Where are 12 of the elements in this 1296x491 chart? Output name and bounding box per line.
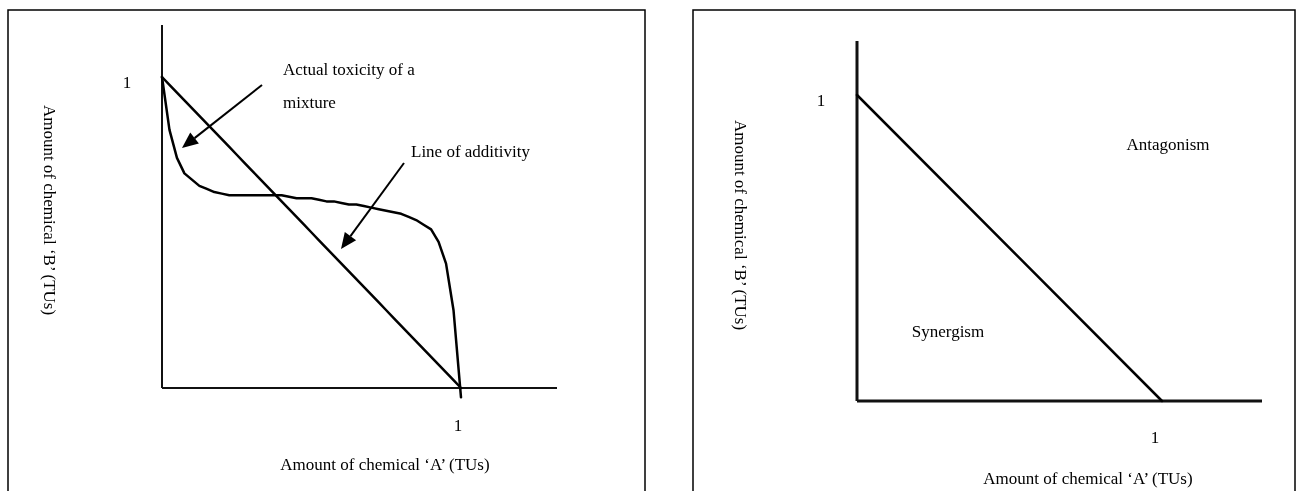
text: 1 [1150,427,1160,447]
annotation: Line of additivity [411,142,531,161]
text: 1 [122,72,132,92]
y-axis-title: Amount of chemical ‘B’ (TUs) [731,119,751,331]
x-axis-title: Amount of chemical ‘A’ (TUs) [983,469,1193,488]
text: 1 [816,90,826,110]
text: 1 [453,415,463,435]
annotation: Antagonism [1126,134,1210,154]
y-axis-title: Amount of chemical ‘B’ (TUs) [40,104,60,316]
x-axis-title: Amount of chemical ‘A’ (TUs) [280,455,490,474]
annotation: Actual toxicity of a mixture [283,60,416,112]
annotation: Synergism [911,321,985,341]
